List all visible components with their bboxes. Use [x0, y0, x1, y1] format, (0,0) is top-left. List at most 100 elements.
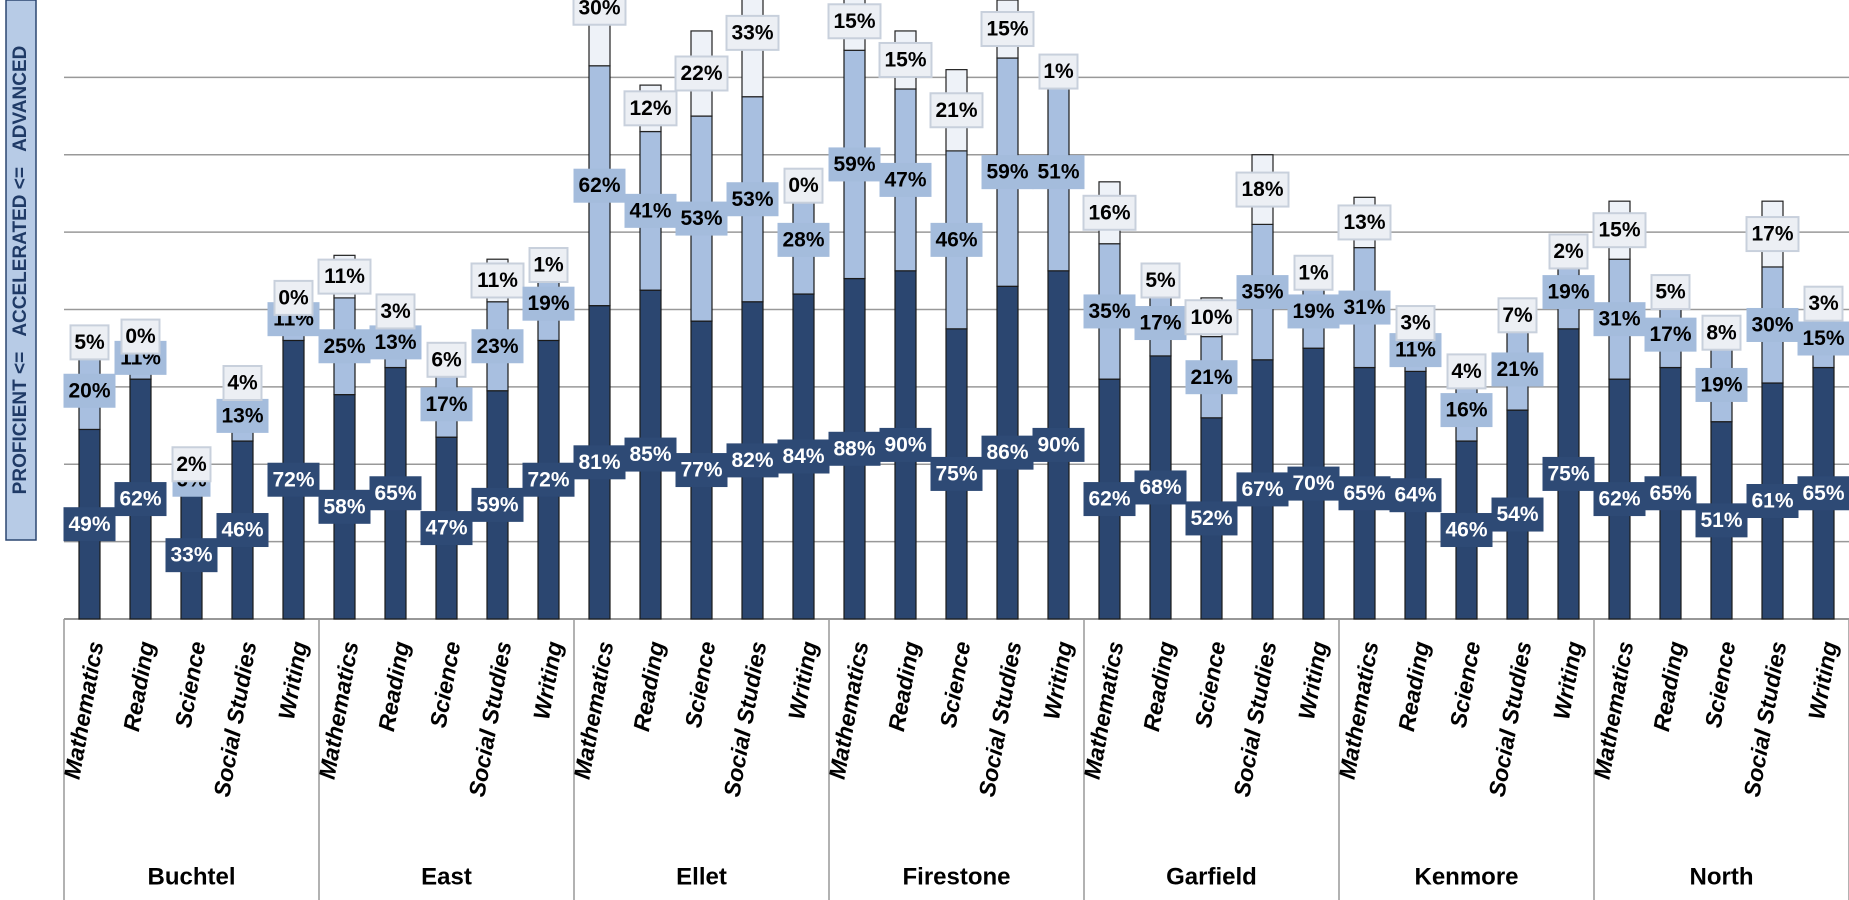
x-tick-label: Social Studies: [209, 639, 262, 798]
value-label-box: [1083, 482, 1136, 517]
value-label-box: [369, 325, 422, 360]
value-label-box: [1395, 305, 1436, 342]
value-label-box: [777, 222, 830, 257]
value-label-box: [981, 155, 1034, 190]
value-label: 35%: [1241, 281, 1283, 304]
value-label: 20%: [68, 379, 110, 402]
value-label: 10%: [1190, 306, 1232, 329]
value-label: 6%: [431, 348, 462, 371]
value-label: 19%: [1292, 300, 1334, 323]
x-tick-label: Science: [680, 639, 721, 729]
value-label-box: [1235, 171, 1290, 208]
x-tick-label: Writing: [528, 639, 567, 721]
value-label-box: [879, 427, 932, 462]
value-label-box: [1185, 501, 1238, 536]
value-label-box: [522, 286, 575, 321]
value-label-box: [1542, 275, 1595, 310]
value-label: 19%: [1700, 373, 1742, 396]
value-label-box: [1338, 290, 1391, 325]
value-label: 3%: [380, 300, 411, 323]
value-label-box: [878, 41, 933, 78]
value-label: 7%: [1502, 304, 1533, 327]
value-label: 58%: [323, 495, 365, 518]
value-label-box: [1803, 285, 1844, 322]
x-tick-label: Reading: [373, 639, 414, 733]
x-tick-label: Writing: [1803, 639, 1842, 721]
value-label: 62%: [578, 174, 620, 197]
value-label: 2%: [176, 453, 207, 476]
value-label-box: [1032, 155, 1085, 190]
x-tick-label: Mathematics: [1589, 639, 1639, 781]
x-tick-label: Social Studies: [1229, 639, 1282, 798]
value-label-box: [1593, 482, 1646, 517]
x-tick-label: Science: [425, 639, 466, 729]
value-label-box: [528, 247, 569, 284]
value-label-box: [1491, 352, 1544, 387]
value-label-box: [1695, 503, 1748, 538]
value-label-box: [980, 11, 1035, 48]
value-label: 11%: [324, 265, 365, 288]
value-label: 41%: [629, 199, 671, 222]
value-label: 88%: [833, 437, 875, 460]
value-label: 53%: [731, 188, 773, 211]
x-tick-label: Reading: [118, 639, 159, 733]
value-label-box: [930, 456, 983, 491]
value-label: 31%: [1343, 296, 1385, 319]
value-label: 1%: [533, 254, 564, 277]
value-label: 17%: [1649, 323, 1691, 346]
value-label: 59%: [986, 161, 1028, 184]
value-label: 75%: [935, 462, 977, 485]
value-label: 23%: [476, 335, 518, 358]
value-label: 49%: [68, 513, 110, 536]
x-tick-label: Social Studies: [1739, 639, 1792, 798]
value-label-box: [318, 329, 371, 364]
value-label: 51%: [1037, 161, 1079, 184]
value-label: 35%: [1088, 300, 1130, 323]
value-label: 4%: [227, 372, 258, 395]
value-label: 5%: [74, 331, 105, 354]
value-label-box: [726, 443, 779, 478]
value-label-box: [1032, 427, 1085, 462]
value-label-box: [674, 55, 729, 92]
x-tick-label: Reading: [1393, 639, 1434, 733]
value-label-box: [1287, 294, 1340, 329]
value-label-box: [426, 341, 467, 378]
group-label: Firestone: [902, 863, 1010, 890]
x-tick-label: Social Studies: [719, 639, 772, 798]
value-label-box: [375, 293, 416, 330]
value-label: 2%: [1553, 240, 1584, 263]
value-label-box: [1236, 275, 1289, 310]
value-label-box: [318, 489, 371, 524]
value-label: 84%: [782, 445, 824, 468]
x-tick-label: Social Studies: [464, 639, 517, 798]
value-label: 22%: [680, 62, 722, 85]
value-label: 62%: [119, 488, 161, 511]
value-label: 19%: [1547, 281, 1589, 304]
value-label-box: [675, 201, 728, 236]
x-tick-label: Writing: [783, 639, 822, 721]
value-label-box: [1446, 353, 1487, 390]
value-label: 62%: [1088, 488, 1130, 511]
value-label: 0%: [125, 325, 156, 348]
value-label-box: [1797, 321, 1849, 356]
value-label: 4%: [1451, 360, 1482, 383]
value-label-box: [1338, 476, 1391, 511]
x-tick-label: Reading: [883, 639, 924, 733]
value-label: 82%: [731, 449, 773, 472]
value-label: 16%: [1088, 201, 1130, 224]
value-label-box: [1542, 456, 1595, 491]
value-label-box: [783, 167, 824, 204]
value-label: 72%: [527, 468, 569, 491]
group-label: Garfield: [1166, 863, 1257, 890]
value-label-box: [1593, 302, 1646, 337]
value-label-box: [1701, 314, 1742, 351]
value-label-box: [624, 193, 677, 228]
value-label-box: [63, 373, 116, 408]
value-label: 64%: [1394, 484, 1436, 507]
group-label: North: [1690, 863, 1754, 890]
value-label: 90%: [1037, 433, 1079, 456]
value-label-box: [165, 538, 218, 573]
x-tick-label: Science: [935, 639, 976, 729]
value-label-box: [1038, 53, 1079, 90]
value-label: 51%: [1700, 509, 1742, 532]
